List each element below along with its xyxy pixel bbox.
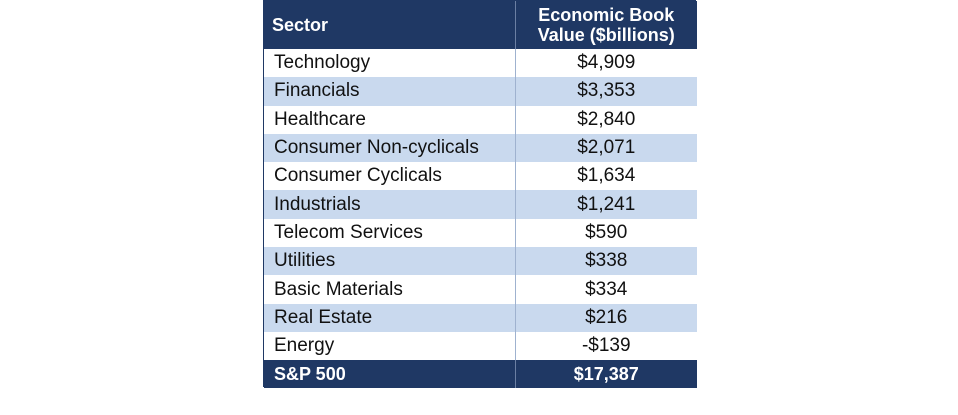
total-row: S&P 500 $17,387 bbox=[264, 360, 697, 389]
sector-cell: Real Estate bbox=[264, 303, 515, 332]
value-cell: $2,840 bbox=[514, 105, 697, 134]
total-value: $17,387 bbox=[514, 360, 697, 389]
table-row: Real Estate $216 bbox=[264, 303, 697, 332]
value-cell: $216 bbox=[514, 303, 697, 332]
sector-cell: Telecom Services bbox=[264, 218, 515, 248]
value-cell: $1,634 bbox=[514, 162, 697, 191]
table-header-row: Sector Economic Book Value ($billions) bbox=[264, 1, 697, 49]
table-row: Healthcare $2,840 bbox=[264, 105, 697, 134]
value-cell: -$139 bbox=[514, 331, 697, 361]
table-row: Consumer Cyclicals $1,634 bbox=[264, 162, 697, 191]
value-cell: $1,241 bbox=[514, 190, 697, 219]
table-row: Basic Materials $334 bbox=[264, 275, 697, 304]
economic-book-value-table: Sector Economic Book Value ($billions) T… bbox=[264, 1, 697, 389]
sector-column-header: Sector bbox=[264, 1, 515, 49]
table-row: Industrials $1,241 bbox=[264, 190, 697, 219]
sector-cell: Technology bbox=[264, 49, 515, 78]
total-label: S&P 500 bbox=[264, 360, 515, 389]
table-row: Energy -$139 bbox=[264, 331, 697, 361]
sector-cell: Utilities bbox=[264, 247, 515, 276]
table-row: Utilities $338 bbox=[264, 247, 697, 276]
sector-table: Sector Economic Book Value ($billions) T… bbox=[263, 0, 697, 389]
value-cell: $3,353 bbox=[514, 77, 697, 106]
sector-cell: Financials bbox=[264, 77, 515, 106]
table-row: Consumer Non-cyclicals $2,071 bbox=[264, 133, 697, 163]
value-column-header: Economic Book Value ($billions) bbox=[514, 1, 697, 49]
value-header-line1: Economic Book bbox=[538, 5, 675, 25]
value-cell: $2,071 bbox=[514, 133, 697, 163]
sector-cell: Consumer Non-cyclicals bbox=[264, 133, 515, 163]
value-cell: $338 bbox=[514, 247, 697, 276]
value-cell: $334 bbox=[514, 275, 697, 304]
sector-cell: Healthcare bbox=[264, 105, 515, 134]
sector-cell: Basic Materials bbox=[264, 275, 515, 304]
sector-cell: Industrials bbox=[264, 190, 515, 219]
value-header-line2: Value ($billions) bbox=[537, 25, 675, 45]
table-row: Telecom Services $590 bbox=[264, 218, 697, 248]
sector-cell: Consumer Cyclicals bbox=[264, 162, 515, 191]
table-row: Technology $4,909 bbox=[264, 49, 697, 78]
sector-cell: Energy bbox=[264, 331, 515, 361]
value-cell: $590 bbox=[514, 218, 697, 248]
value-cell: $4,909 bbox=[514, 49, 697, 78]
table-row: Financials $3,353 bbox=[264, 77, 697, 106]
